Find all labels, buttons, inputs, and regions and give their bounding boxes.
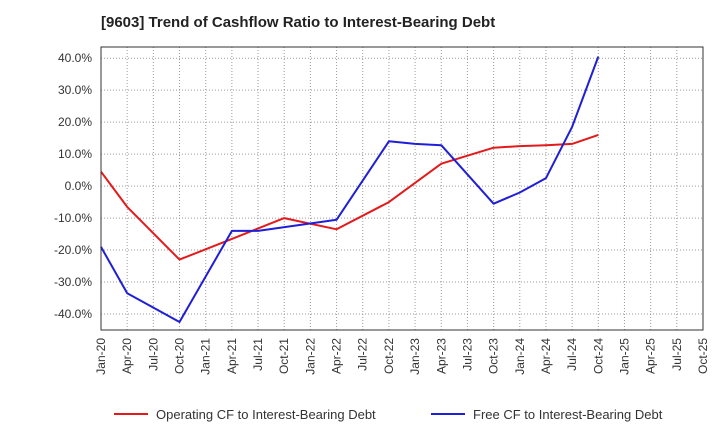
- x-tick-label: Jul-24: [565, 338, 579, 371]
- legend-label-1: Operating CF to Interest-Bearing Debt: [156, 407, 376, 422]
- y-axis-tick-labels: 40.0% 30.0% 20.0% 10.0% 0.0% -10.0% -20.0% -30.…: [54, 51, 92, 321]
- y-tick-label: -40.0%: [54, 307, 92, 321]
- chart-title: [9603] Trend of Cashflow Ratio to Intere…: [101, 14, 496, 31]
- x-tick-label: Apr-24: [539, 338, 553, 374]
- x-tick-label: Apr-22: [330, 338, 344, 374]
- plot-frame: [100, 46, 704, 331]
- x-tick-label: Oct-25: [696, 338, 710, 374]
- y-tick-label: 10.0%: [58, 147, 92, 161]
- series-line-1: [100, 133, 599, 261]
- x-tick-label: Oct-23: [487, 338, 501, 374]
- y-tick-label: 40.0%: [58, 51, 92, 65]
- y-tick-label: -20.0%: [54, 243, 92, 257]
- x-tick-label: Jan-20: [94, 338, 108, 375]
- x-tick-label: Apr-25: [644, 338, 658, 374]
- x-tick-label: Jul-25: [670, 338, 684, 371]
- legend-label-2: Free CF to Interest-Bearing Debt: [473, 407, 663, 422]
- y-tick-label: 0.0%: [65, 179, 93, 193]
- x-tick-label: Oct-22: [382, 338, 396, 374]
- series-lines: [100, 56, 600, 323]
- x-tick-label: Jan-22: [303, 338, 317, 375]
- y-tick-label: -30.0%: [54, 275, 92, 289]
- x-tick-label: Jan-25: [617, 338, 631, 375]
- x-axis-tick-labels: Jan-20 Apr-20 Jul-20 Oct-20 Jan-21 Apr-21 Jul-…: [94, 338, 710, 375]
- x-tick-label: Apr-20: [120, 338, 134, 374]
- legend: Operating CF to Interest-Bearing Debt Fre…: [114, 407, 663, 422]
- y-tick-label: 30.0%: [58, 83, 92, 97]
- x-tick-label: Oct-20: [173, 338, 187, 374]
- x-tick-label: Oct-21: [277, 338, 291, 374]
- y-tick-label: 20.0%: [58, 115, 92, 129]
- grid-lines: [100, 47, 704, 330]
- x-tick-label: Apr-23: [434, 338, 448, 374]
- x-tick-label: Oct-24: [591, 338, 605, 374]
- x-tick-label: Jan-23: [408, 338, 422, 375]
- x-tick-label: Jul-21: [251, 338, 265, 371]
- x-tick-label: Jul-22: [356, 338, 370, 371]
- x-tick-label: Jan-24: [513, 338, 527, 375]
- y-tick-label: -10.0%: [54, 211, 92, 225]
- x-tick-label: Jul-23: [460, 338, 474, 371]
- x-tick-label: Apr-21: [225, 338, 239, 374]
- series-line-2: [100, 56, 600, 323]
- plot-border: [100, 46, 704, 331]
- x-tick-label: Jan-21: [199, 338, 213, 375]
- x-tick-label: Jul-20: [146, 338, 160, 371]
